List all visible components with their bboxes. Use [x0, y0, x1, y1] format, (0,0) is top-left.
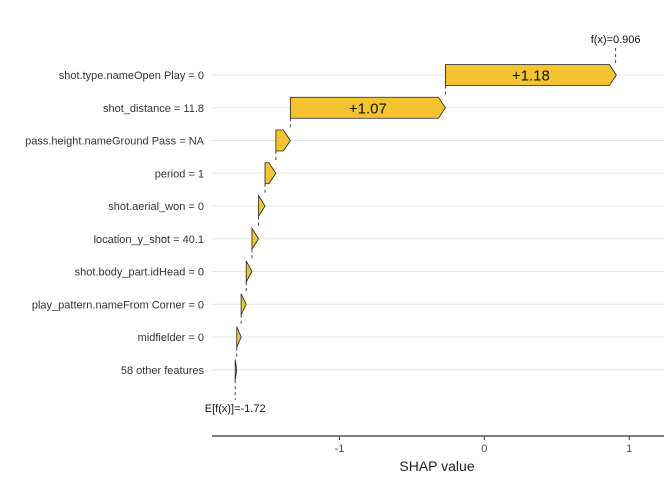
feature-label: 58 other features — [121, 365, 205, 377]
feature-labels: shot.type.nameOpen Play = 0 shot_distance… — [25, 70, 205, 377]
shap-bar — [245, 260, 253, 283]
x-axis: -1 0 1 — [212, 435, 664, 455]
connectors — [234, 48, 617, 400]
feature-label: location_y_shot = 40.1 — [94, 234, 204, 246]
feature-label: play_pattern.nameFrom Corner = 0 — [32, 299, 204, 311]
shap-bar — [240, 293, 247, 315]
shap-bar — [444, 64, 617, 86]
feature-label: shot.body_part.idHead = 0 — [75, 267, 204, 279]
shap-bar — [236, 326, 242, 348]
final-value-label: f(x)=0.906 — [591, 34, 641, 46]
bar-value-label: +1.07 — [349, 100, 387, 117]
feature-label: pass.height.nameGround Pass = NA — [25, 136, 205, 148]
base-value-label: E[f(x)]=-1.72 — [205, 403, 266, 415]
shap-bar — [264, 162, 277, 185]
x-tick-label: -1 — [335, 443, 345, 455]
feature-label: shot_distance = 11.8 — [103, 103, 204, 115]
shap-bar — [258, 194, 266, 218]
shap-bar — [275, 129, 291, 152]
x-tick-label: 1 — [626, 443, 632, 455]
bar-value-label: +1.18 — [512, 68, 550, 85]
feature-label: period = 1 — [155, 168, 204, 180]
bars: +1.18 +1.07 — [234, 64, 617, 381]
shap-bar — [251, 226, 259, 251]
x-tick-label: 0 — [481, 443, 487, 455]
shap-bar — [234, 359, 238, 381]
x-axis-title: SHAP value — [399, 458, 474, 474]
feature-label: shot.aerial_won = 0 — [108, 201, 204, 213]
feature-label: midfielder = 0 — [138, 332, 204, 344]
gridlines — [212, 74, 664, 371]
shap-bar — [289, 96, 446, 119]
feature-label: shot.type.nameOpen Play = 0 — [59, 70, 204, 82]
